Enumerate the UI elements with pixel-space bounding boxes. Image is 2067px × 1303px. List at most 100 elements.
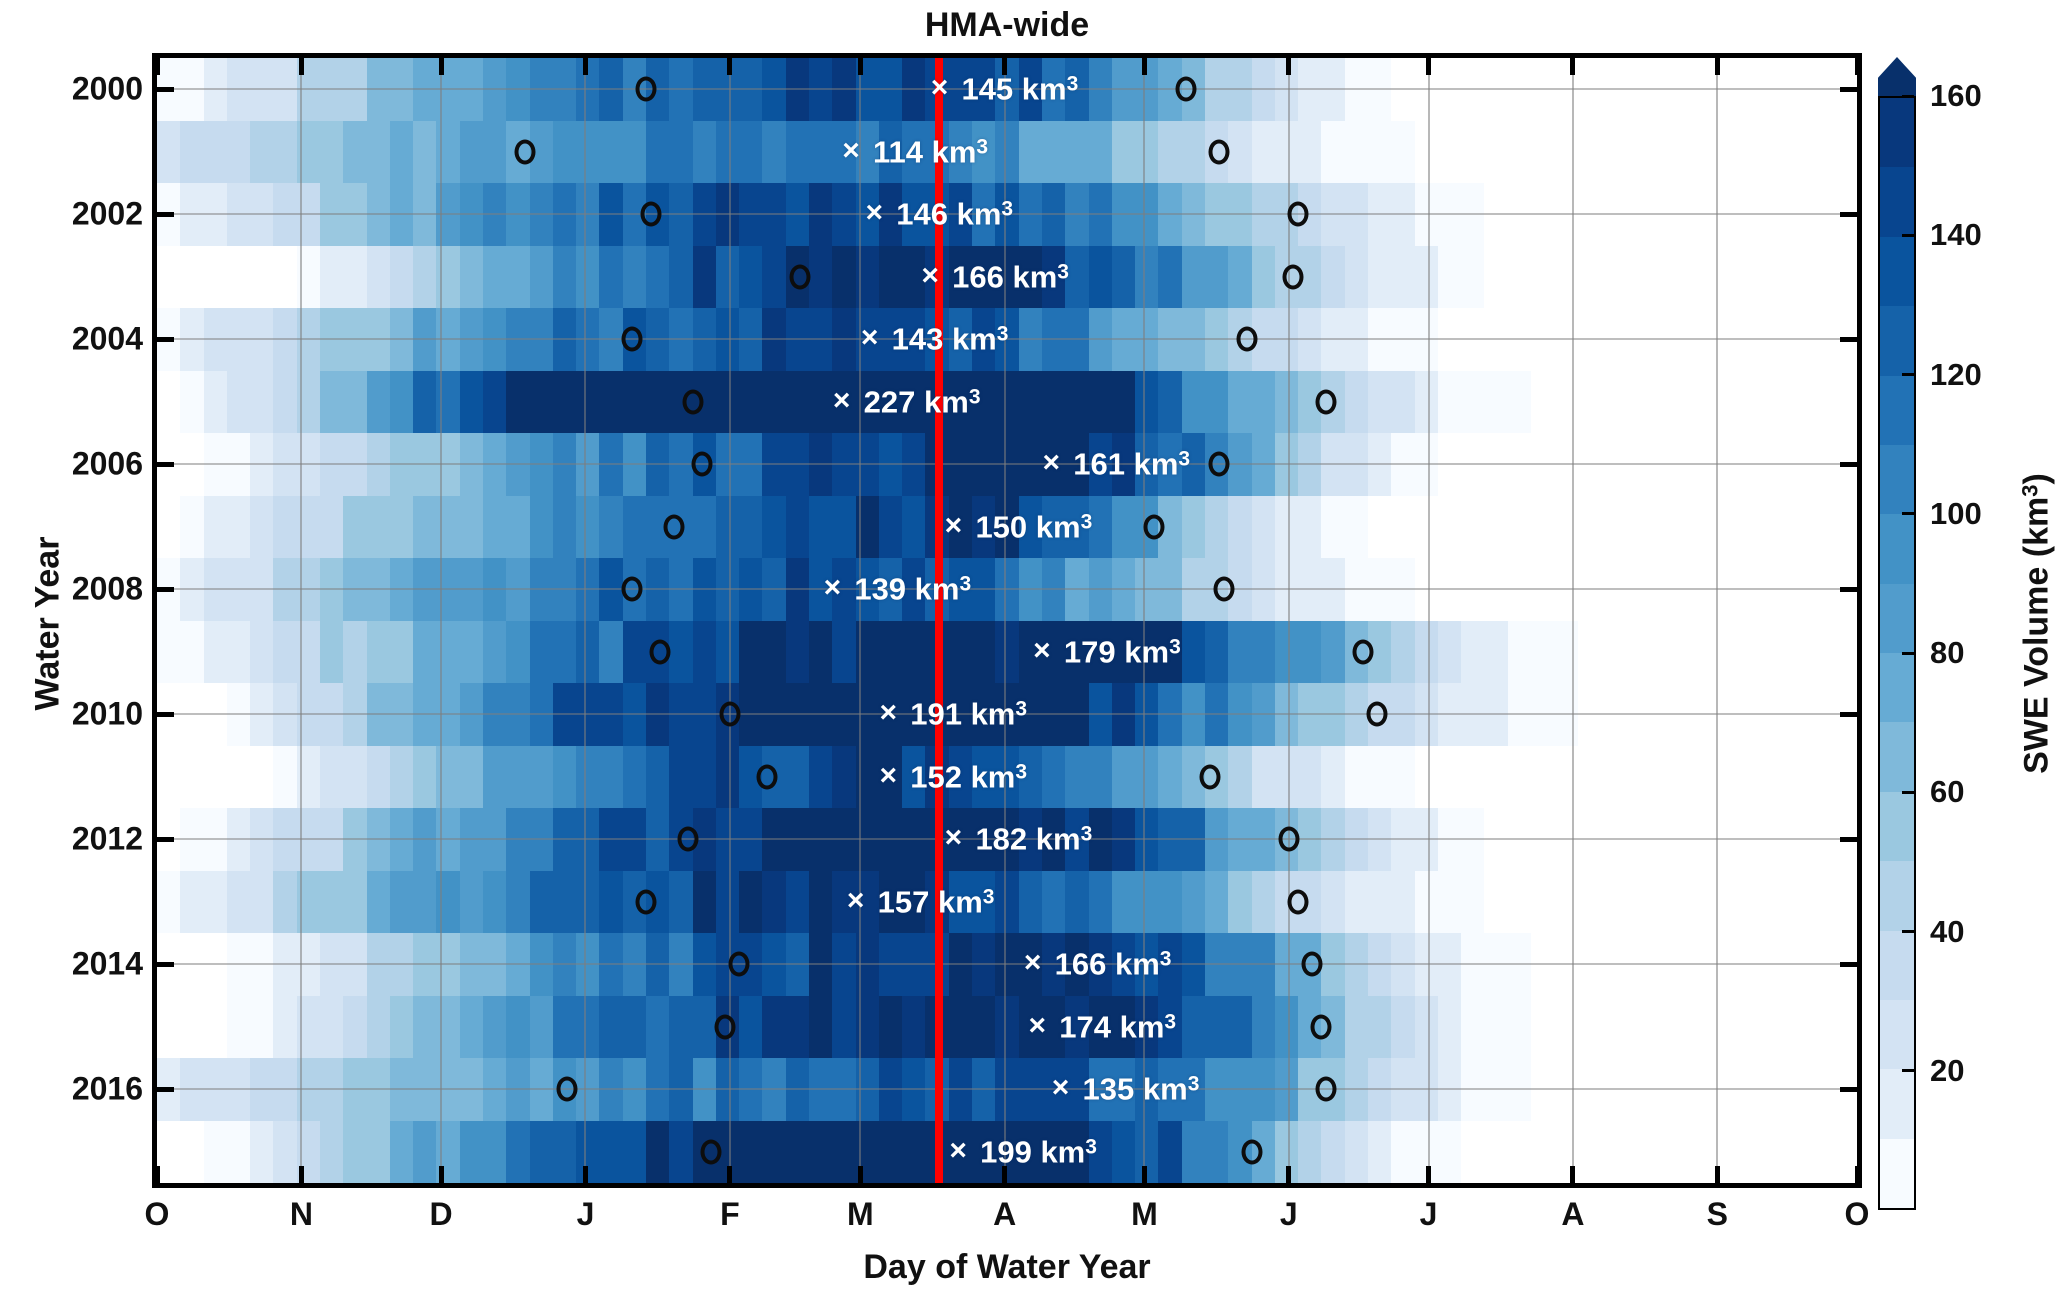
annotation-value: 150 (975, 509, 1028, 545)
heatmap-cell (1833, 745, 1857, 808)
heatmap-cell (1251, 370, 1275, 433)
heatmap-cell (1647, 745, 1671, 808)
x-tick-label-1: N (289, 1196, 313, 1232)
heatmap-cell (1461, 745, 1485, 808)
heatmap-cell (832, 870, 856, 933)
heatmap-cell (483, 245, 507, 308)
heatmap-cell (1670, 245, 1694, 308)
heatmap-cell (1274, 1120, 1299, 1183)
heatmap-cell (1111, 495, 1136, 558)
x-tick-label-2: D (429, 1196, 453, 1232)
heatmap-cell (576, 995, 600, 1058)
heatmap-cell (995, 745, 1019, 808)
heatmap-cell (1763, 495, 1788, 558)
peak-x-marker-2001: × (842, 133, 860, 167)
heatmap-cell (343, 245, 367, 308)
annotation-unit-superscript: 3 (1159, 947, 1172, 971)
heatmap-cell (389, 745, 414, 808)
heatmap-cell (1740, 745, 1764, 808)
heatmap-cell (1228, 245, 1252, 308)
circle-marker-start-2006 (691, 451, 713, 477)
heatmap-cell (273, 745, 297, 808)
heatmap-cell (250, 995, 274, 1058)
heatmap-cell (1228, 745, 1252, 808)
heatmap-cell (1181, 745, 1205, 808)
heatmap-cell (1484, 1120, 1508, 1183)
colorbar-over-max-arrow (1878, 57, 1916, 97)
heatmap-cell (622, 620, 647, 683)
heatmap-cell (1437, 1120, 1462, 1183)
circle-marker-start-2015 (714, 1014, 736, 1040)
heatmap-cell (739, 245, 763, 308)
heatmap-cell (1367, 495, 1392, 558)
colorbar-tick (1902, 94, 1914, 98)
colorbar-band-50-60 (1880, 791, 1914, 862)
heatmap-cell (1088, 495, 1112, 558)
heatmap-cell (576, 870, 600, 933)
heatmap-cell (436, 495, 460, 558)
heatmap-cell (1554, 120, 1578, 183)
colorbar-band-60-70 (1880, 722, 1914, 792)
heatmap-cell (576, 120, 600, 183)
heatmap-cell (1763, 745, 1788, 808)
heatmap-cell (1461, 120, 1485, 183)
heatmap-cell (1763, 370, 1788, 433)
heatmap-cell (1693, 1120, 1718, 1183)
heatmap-cell (459, 120, 484, 183)
y-tick-label-2010: 2010 (71, 695, 143, 732)
heatmap-cell (646, 1120, 670, 1183)
x-axis-tick (1854, 58, 1860, 75)
heatmap-cell (1763, 995, 1788, 1058)
heatmap-cell (389, 1120, 414, 1183)
heatmap-cell (762, 245, 786, 308)
colorbar-band-20-30 (1880, 999, 1914, 1070)
heatmap-cell (995, 120, 1019, 183)
heatmap-cell (1461, 995, 1485, 1058)
heatmap-cell (506, 745, 530, 808)
heatmap-cell (436, 120, 460, 183)
heatmap-cell (343, 120, 367, 183)
heatmap-cell (739, 995, 763, 1058)
heatmap-cell (809, 745, 833, 808)
swe-annotation-2014: 166 km3 (1055, 949, 1172, 980)
heatmap-cell (1507, 745, 1531, 808)
peak-x-marker-2014: × (1023, 946, 1042, 980)
annotation-value: 114 (872, 134, 923, 170)
heatmap-cell (715, 495, 740, 558)
heatmap-cell (1344, 120, 1368, 183)
heatmap-cell (436, 245, 460, 308)
heatmap-cell (1181, 120, 1205, 183)
y-axis-tick (157, 836, 174, 842)
heatmap-cell (1647, 870, 1671, 933)
heatmap-cell (413, 870, 437, 933)
heatmap-cell (157, 495, 181, 558)
heatmap-cell (1787, 120, 1811, 183)
horizontal-gridline (157, 838, 1857, 841)
heatmap-row-2001 (157, 120, 1857, 183)
heatmap-cell (739, 620, 763, 683)
heatmap-cell (1344, 495, 1368, 558)
swe-annotation-2007: 150 km3 (975, 511, 1092, 542)
heatmap-row-2007 (157, 495, 1857, 558)
heatmap-cell (1577, 620, 1601, 683)
heatmap-cell (1158, 120, 1182, 183)
heatmap-cell (1600, 745, 1625, 808)
vertical-gridline (1571, 58, 1574, 1183)
x-axis-tick (1141, 58, 1147, 75)
heatmap-cell (1484, 620, 1508, 683)
heatmap-cell (1600, 245, 1625, 308)
heatmap-cell (180, 745, 204, 808)
x-axis-tick (1570, 1166, 1576, 1183)
heatmap-cell (902, 620, 926, 683)
heatmap-cell (1088, 995, 1112, 1058)
heatmap-cell (1437, 620, 1462, 683)
heatmap-cell (552, 245, 577, 308)
horizontal-gridline (157, 463, 1857, 466)
heatmap-row-2013 (157, 870, 1857, 933)
annotation-value: 161 (1073, 446, 1125, 482)
heatmap-plot-area: × 145 km3 × 114 km3 × 146 km3 × 166 km3 × 143 km3… (154, 58, 1860, 1183)
heatmap-cell (692, 120, 716, 183)
y-tick-label-2006: 2006 (71, 445, 143, 482)
heatmap-cell (809, 995, 833, 1058)
annotation-value: 182 (975, 821, 1028, 857)
